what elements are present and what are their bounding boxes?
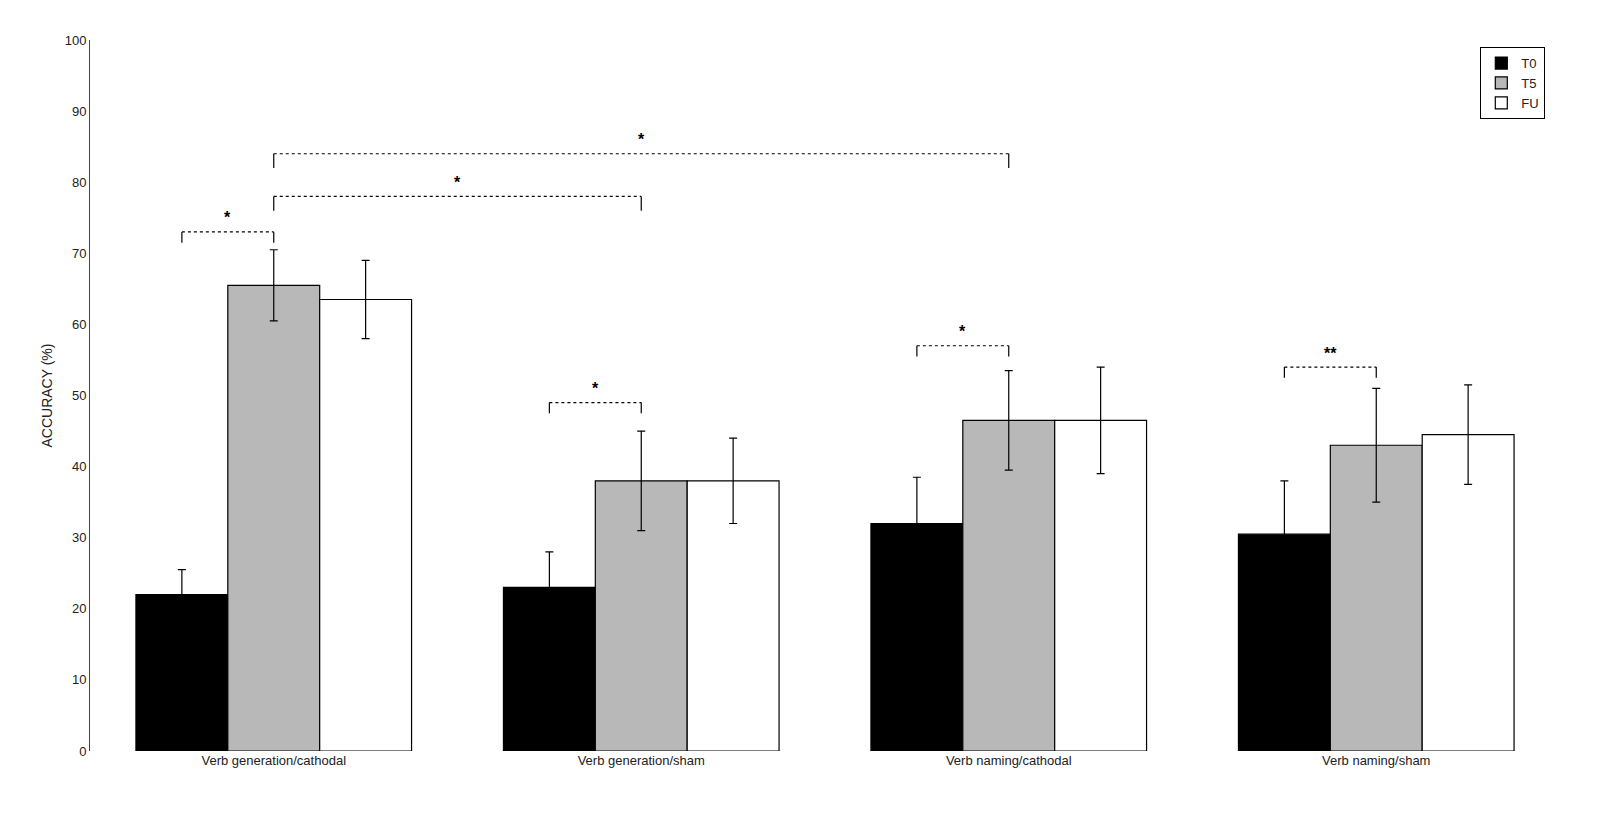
- svg-text:40: 40: [72, 459, 86, 474]
- svg-text:70: 70: [72, 246, 86, 261]
- svg-text:0: 0: [79, 744, 86, 759]
- svg-text:Verb generation/sham: Verb generation/sham: [578, 753, 705, 768]
- svg-text:60: 60: [72, 317, 86, 332]
- svg-text:*: *: [638, 131, 645, 148]
- svg-text:*: *: [224, 209, 231, 226]
- svg-text:10: 10: [72, 672, 86, 687]
- svg-text:90: 90: [72, 104, 86, 119]
- svg-text:30: 30: [72, 530, 86, 545]
- svg-text:*: *: [454, 174, 461, 191]
- svg-text:FU: FU: [1521, 96, 1538, 111]
- svg-text:Verb naming/cathodal: Verb naming/cathodal: [946, 753, 1072, 768]
- svg-text:**: **: [1324, 345, 1337, 362]
- svg-text:Verb generation/cathodal: Verb generation/cathodal: [201, 753, 346, 768]
- svg-text:Verb naming/sham: Verb naming/sham: [1322, 753, 1430, 768]
- svg-text:20: 20: [72, 601, 86, 616]
- svg-text:*: *: [592, 380, 599, 397]
- svg-text:100: 100: [65, 33, 87, 48]
- svg-text:80: 80: [72, 175, 86, 190]
- svg-text:T0: T0: [1521, 56, 1536, 71]
- svg-text:ACCURACY (%): ACCURACY (%): [39, 344, 55, 448]
- svg-text:*: *: [959, 323, 966, 340]
- svg-text:T5: T5: [1521, 76, 1536, 91]
- svg-text:50: 50: [72, 388, 86, 403]
